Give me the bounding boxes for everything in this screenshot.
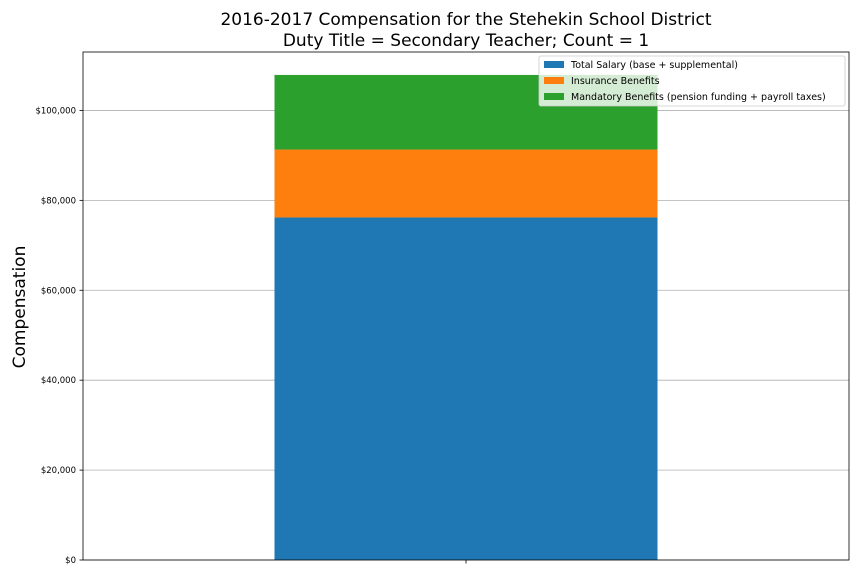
chart-subtitle: Duty Title = Secondary Teacher; Count = … <box>283 31 649 51</box>
y-tick-label: $20,000 <box>41 466 76 476</box>
legend-swatch <box>544 61 564 68</box>
legend-box <box>538 55 846 107</box>
legend-entry-label: Mandatory Benefits (pension funding + pa… <box>571 92 826 103</box>
chart-title: 2016-2017 Compensation for the Stehekin … <box>220 10 711 30</box>
bar-segment-series-1 <box>274 149 658 218</box>
legend-swatch <box>544 77 564 84</box>
y-tick-label: $60,000 <box>41 286 76 296</box>
y-tick-label: $80,000 <box>41 196 76 206</box>
y-tick-label: $100,000 <box>35 106 76 116</box>
legend-entry-label: Total Salary (base + supplemental) <box>570 60 738 71</box>
plot-area-frame <box>82 51 850 561</box>
y-axis-ticks: $0 $20,000 $40,000 $60,000 $80,000 $100,000 <box>35 106 83 566</box>
bars-layer <box>274 74 658 560</box>
y-axis-label: Compensation <box>10 246 30 369</box>
y-tick-label: $0 <box>65 556 76 566</box>
legend-entry-label: Insurance Benefits <box>571 76 660 87</box>
y-tick-label: $40,000 <box>41 376 76 386</box>
legend: Total Salary (base + supplemental) Insura… <box>538 55 846 107</box>
bar-segment-series-0 <box>274 217 658 560</box>
legend-swatch <box>544 93 564 100</box>
